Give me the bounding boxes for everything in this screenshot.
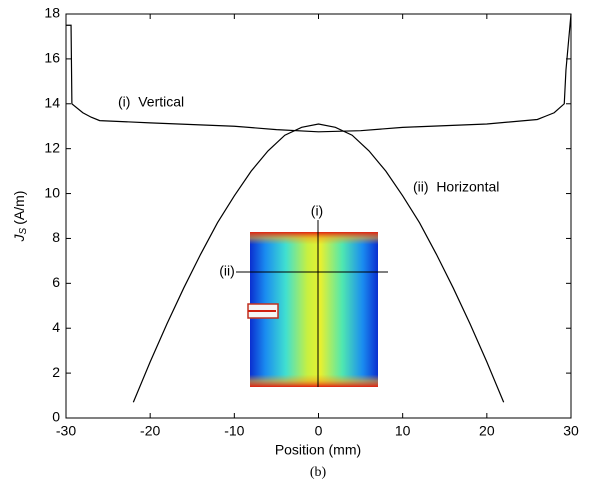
y-tick-label: 8 — [52, 229, 60, 245]
x-tick-label: 20 — [479, 423, 495, 439]
y-tick-label: 16 — [44, 50, 60, 66]
y-tick-label: 4 — [52, 319, 60, 335]
x-axis-label: Position (mm) — [275, 442, 361, 458]
x-tick-label: 30 — [563, 423, 579, 439]
series-label: (ii) Horizontal — [413, 179, 499, 195]
y-tick-label: 12 — [44, 139, 60, 155]
y-tick-label: 0 — [52, 409, 60, 425]
y-label-symbol: J — [11, 233, 27, 242]
caption: (b) — [310, 465, 327, 480]
y-tick-label: 6 — [52, 274, 60, 290]
y-tick-label: 2 — [52, 364, 60, 380]
y-tick-label: 10 — [44, 184, 60, 200]
x-tick-label: 10 — [395, 423, 411, 439]
y-tick-label: 18 — [44, 5, 60, 21]
x-tick-label: 0 — [315, 423, 323, 439]
inset-label: (i) — [311, 203, 323, 219]
x-tick-label: -30 — [56, 423, 76, 439]
series-line — [132, 123, 505, 403]
x-tick-label: -20 — [140, 423, 160, 439]
x-tick-label: -10 — [224, 423, 244, 439]
inset: (i) (ii) — [219, 203, 388, 387]
series-label: (i) Vertical — [118, 94, 184, 110]
inset-label: (ii) — [219, 263, 235, 279]
y-axis-label: JS (A/m) — [11, 191, 29, 243]
series-line — [66, 13, 572, 133]
y-label-unit: (A/m) — [11, 191, 27, 225]
y-label-subscript: S — [18, 227, 29, 234]
y-tick-label: 14 — [44, 94, 60, 110]
